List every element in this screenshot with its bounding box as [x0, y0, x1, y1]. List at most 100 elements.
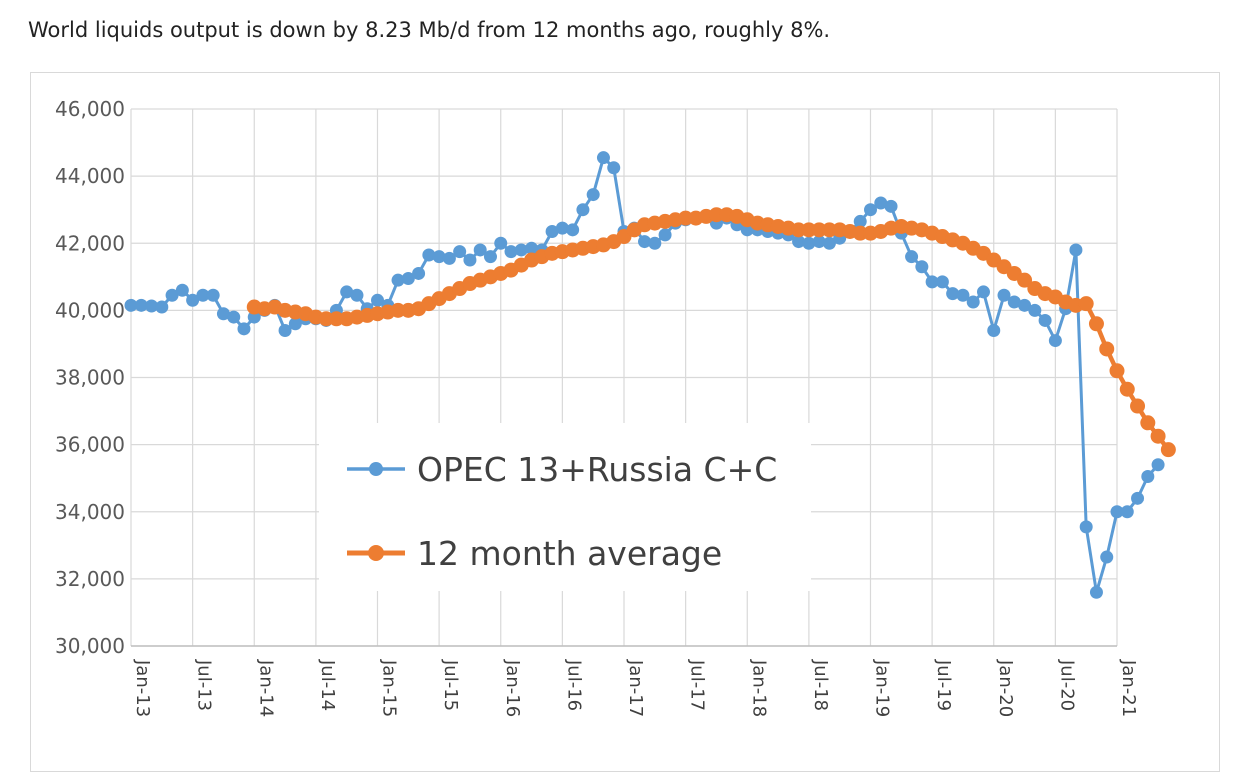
data-point: [514, 243, 528, 257]
data-point: [1089, 585, 1103, 599]
x-tick-label: Jul-13: [194, 659, 215, 711]
x-tick-label: Jul-15: [440, 659, 461, 711]
y-tick-label: 32,000: [55, 567, 125, 591]
x-tick-label: Jan-15: [379, 659, 400, 717]
data-point: [391, 273, 405, 287]
x-tick-label: Jan-21: [1118, 659, 1139, 717]
data-point: [1048, 334, 1062, 348]
x-tick-label: Jul-20: [1056, 659, 1077, 711]
series-line: [253, 212, 1171, 452]
data-point: [607, 161, 621, 175]
data-point: [412, 266, 426, 280]
data-point: [821, 222, 837, 238]
x-tick-label: Jan-18: [748, 659, 769, 717]
x-tick-label: Jul-14: [317, 659, 338, 711]
legend-label-series-2: 12 month average: [417, 534, 722, 573]
data-point: [905, 250, 919, 264]
data-point: [555, 221, 569, 235]
data-point: [1160, 442, 1176, 458]
data-point: [1007, 295, 1021, 309]
y-tick-label: 34,000: [55, 500, 125, 524]
chart-area: 30,000 32,000 34,000 36,000 38,000 40,000 42,0…: [30, 72, 1220, 772]
data-point: [658, 228, 672, 242]
data-point: [987, 324, 1001, 338]
data-point: [1017, 272, 1033, 288]
data-point: [216, 307, 230, 321]
data-point: [811, 222, 827, 238]
data-point: [576, 203, 590, 217]
data-point: [432, 250, 446, 264]
data-point: [401, 271, 415, 285]
data-point: [483, 250, 497, 264]
data-point: [801, 222, 817, 238]
legend: OPEC 13+Russia C+C 12 month average: [319, 423, 811, 591]
x-tick-label: Jan-16: [502, 659, 523, 717]
data-point: [350, 288, 364, 302]
data-point: [1109, 363, 1125, 379]
x-tick-label: Jan-14: [255, 659, 276, 717]
data-point: [145, 299, 159, 313]
data-point: [525, 241, 539, 255]
x-tick-label: Jul-16: [563, 659, 584, 711]
data-point: [915, 260, 929, 274]
data-point: [442, 251, 456, 265]
data-point: [237, 322, 251, 336]
y-tick-label: 42,000: [55, 231, 125, 255]
data-point: [1099, 341, 1115, 357]
legend-dot-series-2: [368, 545, 384, 561]
data-point: [1088, 316, 1104, 332]
legend-dot-series-1: [369, 462, 383, 476]
legend-background: [319, 423, 811, 591]
data-point: [874, 196, 888, 210]
data-point: [1028, 303, 1042, 317]
x-tick-label: Jul-17: [687, 659, 708, 711]
data-point: [852, 225, 868, 241]
data-point: [1140, 415, 1156, 431]
y-tick-label: 40,000: [55, 298, 125, 322]
y-axis-ticks: 30,000 32,000 34,000 36,000 38,000 40,000 42,0…: [55, 97, 125, 658]
data-point: [463, 253, 477, 267]
data-point: [340, 285, 354, 299]
data-point: [596, 151, 610, 165]
data-point: [740, 223, 754, 237]
y-tick-label: 30,000: [55, 634, 125, 658]
data-point: [678, 210, 694, 226]
data-point: [165, 288, 179, 302]
data-point: [792, 235, 806, 249]
series: [124, 151, 1176, 599]
data-point: [278, 324, 292, 338]
y-tick-label: 44,000: [55, 164, 125, 188]
x-tick-label: Jan-17: [625, 659, 646, 717]
x-tick-label: Jul-19: [933, 659, 954, 711]
data-point: [648, 236, 662, 250]
series-2: [246, 207, 1176, 458]
x-tick-label: Jan-13: [132, 659, 153, 717]
data-point: [288, 317, 302, 331]
data-point: [1150, 428, 1166, 444]
data-point: [473, 243, 487, 257]
data-point: [802, 236, 816, 250]
line-chart: 30,000 32,000 34,000 36,000 38,000 40,000 42,0…: [55, 97, 1176, 717]
data-point: [247, 310, 261, 324]
data-point: [1079, 520, 1093, 534]
data-point: [155, 300, 169, 314]
data-point: [586, 188, 600, 202]
data-point: [453, 245, 467, 259]
data-point: [1069, 243, 1083, 257]
data-point: [1110, 505, 1124, 519]
data-point: [956, 288, 970, 302]
data-point: [708, 207, 724, 223]
data-point: [371, 293, 384, 307]
data-point: [545, 225, 559, 239]
data-point: [884, 199, 898, 213]
data-point: [1100, 550, 1114, 564]
data-point: [134, 298, 148, 312]
data-point: [638, 235, 652, 249]
data-point: [822, 236, 836, 250]
data-point: [966, 295, 980, 309]
data-point: [494, 236, 508, 250]
data-point: [946, 287, 960, 301]
data-point: [1119, 381, 1135, 397]
data-point: [812, 235, 826, 249]
data-point: [566, 223, 580, 237]
